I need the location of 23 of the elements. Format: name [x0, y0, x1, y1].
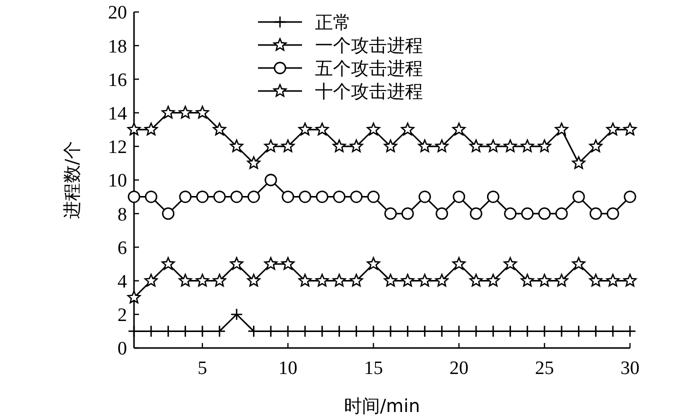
x-tick-label: 30 — [620, 358, 640, 379]
y-tick-label: 2 — [118, 305, 127, 326]
legend-label: 十个攻击进程 — [315, 81, 423, 102]
y-tick-label: 14 — [108, 103, 128, 124]
legend-label: 一个攻击进程 — [315, 35, 423, 56]
y-tick-label: 4 — [118, 271, 128, 292]
y-tick-label: 18 — [108, 36, 127, 58]
y-tick-label: 20 — [108, 2, 127, 24]
x-tick-label: 10 — [278, 358, 298, 379]
y-tick-label: 16 — [108, 70, 127, 91]
x-tick-label: 5 — [198, 358, 208, 379]
x-axis-title: 时间/min — [344, 396, 420, 417]
y-tick-label: 8 — [118, 204, 127, 226]
x-tick-label: 20 — [449, 358, 468, 379]
y-tick-label: 6 — [118, 238, 127, 259]
y-axis-title: 进程数/个 — [62, 140, 83, 220]
y-tick-label: 0 — [118, 338, 127, 360]
legend-label: 五个攻击进程 — [315, 58, 423, 80]
y-tick-label: 12 — [108, 137, 127, 158]
y-tick-label: 10 — [108, 170, 127, 192]
x-tick-label: 15 — [364, 358, 383, 379]
x-tick-label: 25 — [534, 358, 554, 379]
legend-label: 正常 — [315, 12, 351, 34]
